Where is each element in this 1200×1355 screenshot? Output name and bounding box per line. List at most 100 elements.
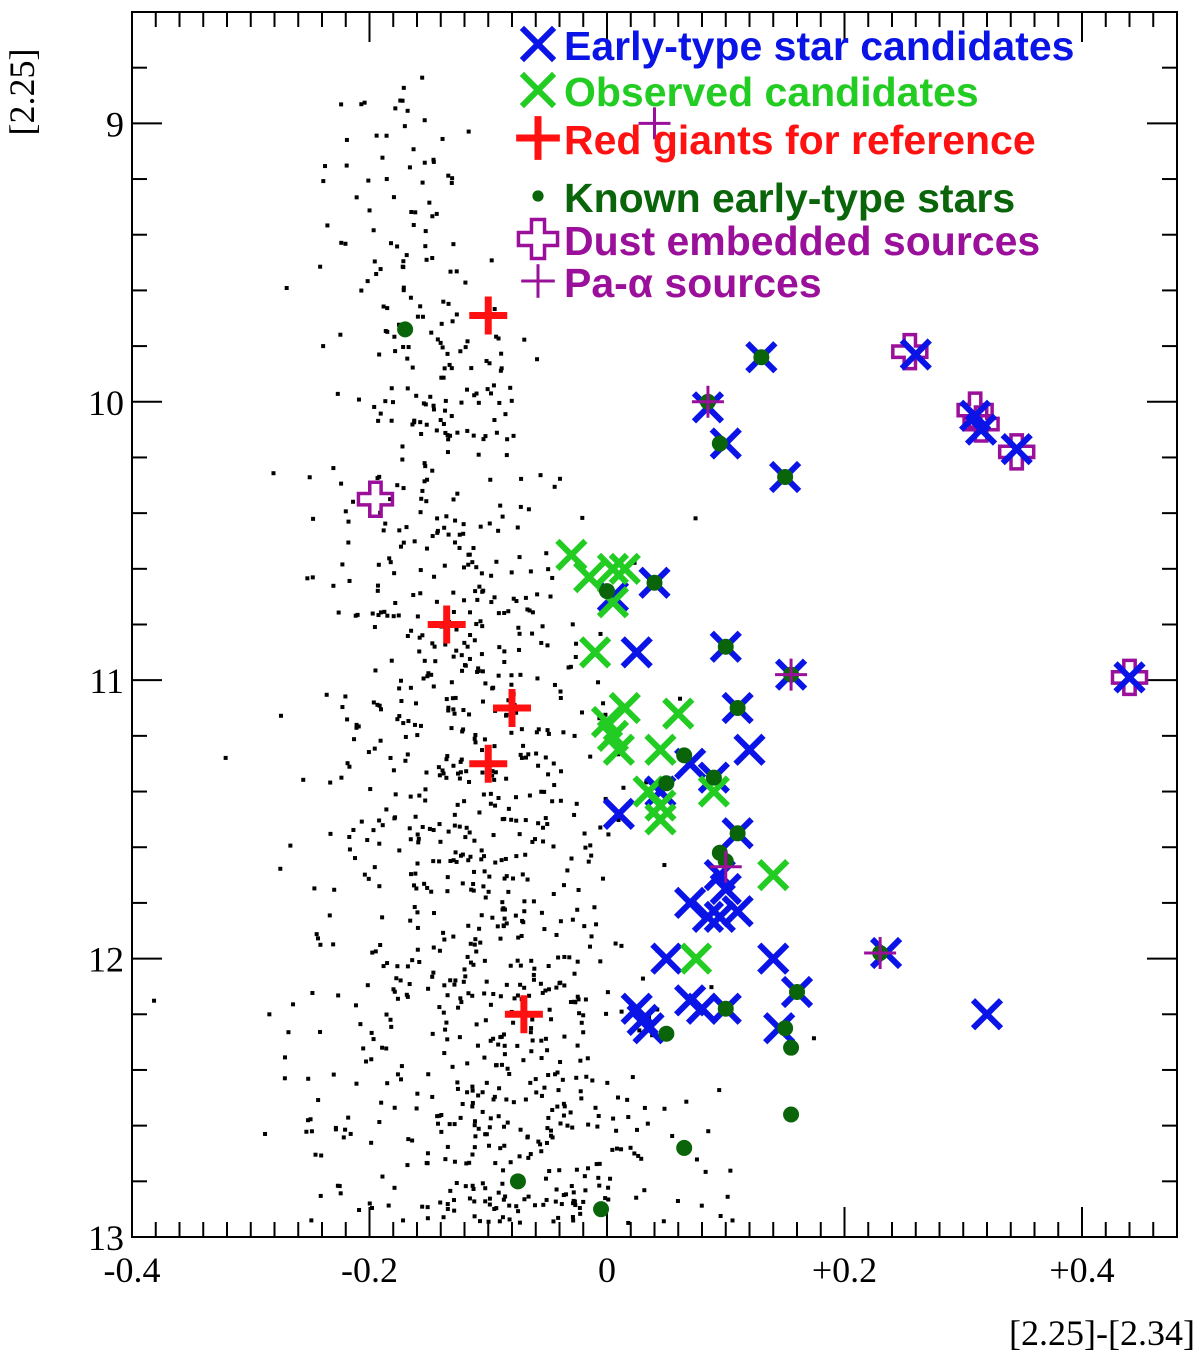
field-star bbox=[324, 692, 329, 697]
field-star bbox=[595, 1124, 600, 1129]
field-star bbox=[575, 994, 580, 999]
field-star bbox=[328, 780, 333, 785]
field-star bbox=[359, 102, 364, 107]
field-star bbox=[318, 1029, 323, 1034]
field-star bbox=[392, 816, 397, 821]
field-star bbox=[529, 1026, 534, 1031]
field-star bbox=[369, 1140, 374, 1145]
field-star bbox=[378, 707, 383, 712]
field-star bbox=[539, 640, 544, 645]
field-star bbox=[359, 819, 364, 824]
field-star bbox=[391, 195, 396, 200]
field-star bbox=[531, 977, 536, 982]
field-star bbox=[605, 1080, 610, 1085]
field-star bbox=[493, 860, 498, 865]
field-star bbox=[410, 1138, 415, 1143]
field-star bbox=[389, 1024, 394, 1029]
field-star bbox=[529, 1049, 534, 1054]
field-star bbox=[446, 532, 451, 537]
field-star bbox=[504, 453, 509, 458]
field-star bbox=[452, 711, 457, 716]
field-star bbox=[621, 785, 626, 790]
field-star bbox=[385, 329, 390, 334]
field-star bbox=[492, 1206, 497, 1211]
field-star bbox=[401, 344, 406, 349]
field-star bbox=[450, 1064, 455, 1069]
field-star bbox=[509, 673, 514, 678]
field-star bbox=[482, 1055, 487, 1060]
field-star bbox=[354, 722, 359, 727]
field-star bbox=[445, 1202, 450, 1207]
field-star bbox=[472, 1145, 477, 1150]
field-star bbox=[480, 748, 485, 753]
field-star bbox=[523, 852, 528, 857]
legend-open-cross-icon bbox=[516, 217, 560, 261]
field-star bbox=[463, 974, 468, 979]
field-star bbox=[434, 211, 439, 216]
field-star bbox=[318, 264, 323, 269]
early-type-marker bbox=[721, 895, 754, 928]
field-star bbox=[424, 422, 429, 427]
field-star bbox=[327, 913, 332, 918]
field-star bbox=[378, 411, 383, 416]
field-star bbox=[398, 544, 403, 549]
field-star bbox=[558, 798, 563, 803]
field-star bbox=[412, 420, 417, 425]
field-star bbox=[547, 1007, 552, 1012]
field-star bbox=[379, 1100, 384, 1105]
field-star bbox=[678, 696, 683, 701]
field-star bbox=[427, 826, 432, 831]
field-star bbox=[552, 783, 557, 788]
field-star bbox=[500, 1181, 505, 1186]
known-early-marker bbox=[717, 1000, 734, 1017]
field-star bbox=[518, 504, 523, 509]
field-star bbox=[574, 1075, 579, 1080]
field-star bbox=[415, 861, 420, 866]
field-star bbox=[488, 477, 493, 482]
field-star bbox=[493, 1161, 498, 1166]
field-star bbox=[418, 304, 423, 309]
field-star bbox=[634, 1195, 639, 1200]
field-star bbox=[377, 884, 382, 889]
field-star bbox=[395, 996, 400, 1001]
field-star bbox=[347, 847, 352, 852]
field-star bbox=[694, 1157, 699, 1162]
field-star bbox=[440, 768, 445, 773]
field-star bbox=[439, 1113, 444, 1118]
field-star bbox=[532, 966, 537, 971]
field-star bbox=[400, 457, 405, 462]
field-star bbox=[460, 729, 465, 734]
field-star bbox=[382, 609, 387, 614]
field-star bbox=[496, 1114, 501, 1119]
field-star bbox=[391, 768, 396, 773]
field-star bbox=[526, 1155, 531, 1160]
field-star bbox=[499, 1062, 504, 1067]
field-star bbox=[551, 844, 556, 849]
field-star bbox=[626, 1220, 631, 1225]
field-star bbox=[461, 979, 466, 984]
field-star bbox=[375, 583, 380, 588]
field-star bbox=[561, 1193, 566, 1198]
field-star bbox=[375, 702, 380, 707]
legend-entry-red-giants: Red giants for reference bbox=[516, 116, 1036, 163]
field-star bbox=[507, 1203, 512, 1208]
field-star bbox=[437, 948, 442, 953]
field-star bbox=[449, 180, 454, 185]
field-star bbox=[384, 177, 389, 182]
field-star bbox=[430, 468, 435, 473]
field-star bbox=[589, 934, 594, 939]
field-star bbox=[393, 349, 398, 354]
field-star bbox=[488, 1116, 493, 1121]
field-star bbox=[558, 1121, 563, 1126]
field-star bbox=[586, 1122, 591, 1127]
legend-entry-early-type: Early-type star candidates bbox=[519, 23, 1074, 69]
field-star bbox=[492, 777, 497, 782]
field-star bbox=[431, 403, 436, 408]
field-star bbox=[580, 515, 585, 520]
field-star bbox=[583, 845, 588, 850]
field-star bbox=[458, 1115, 463, 1120]
field-star bbox=[725, 1194, 730, 1199]
field-star bbox=[447, 362, 452, 367]
field-star bbox=[442, 1051, 447, 1056]
x-tick-label: +0.4 bbox=[1049, 1250, 1114, 1290]
